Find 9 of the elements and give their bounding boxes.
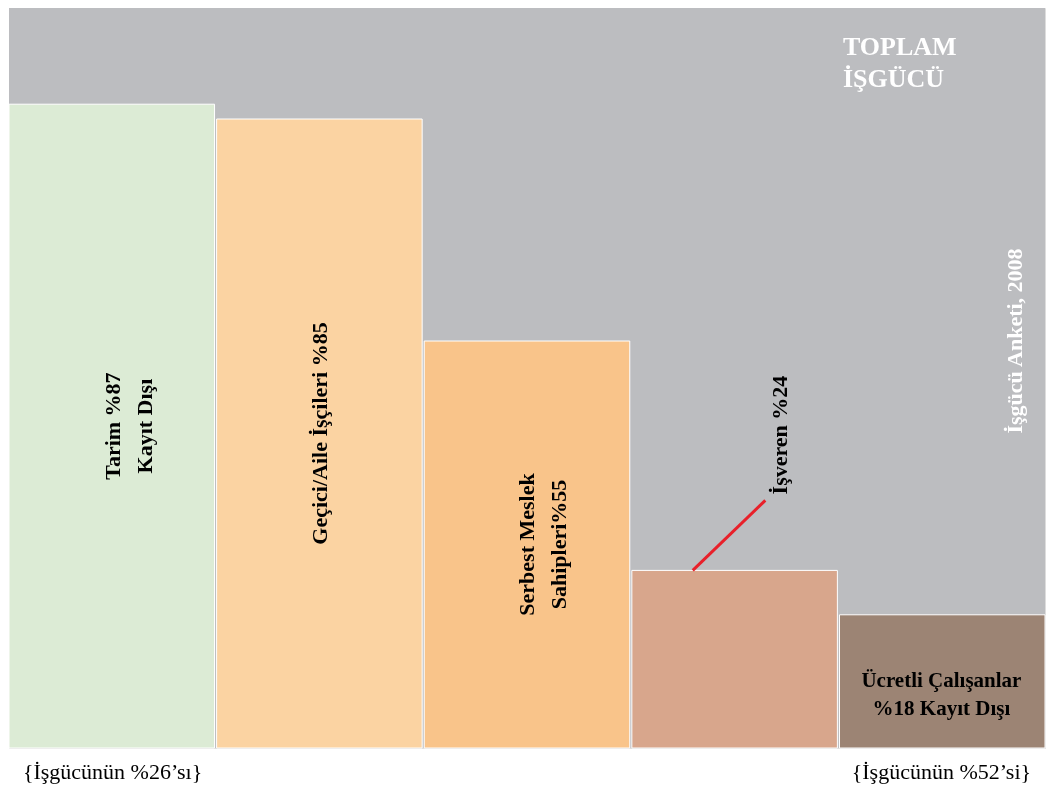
data-label: İşveren %24 (766, 375, 792, 495)
data-label: Geçici/Aile İşçileri %85 (306, 322, 332, 545)
data-label: Serbest Meslek Sahipleri%55 (514, 472, 571, 616)
annotation: İşgücü Anketi, 2008 (1002, 248, 1027, 434)
data-label: Ücretli Çalışanlar %18 Kayıt Dışı (861, 668, 1022, 721)
text: TOPLAM İŞGÜCÜ (842, 32, 957, 93)
data-label: Tarim %87 Kayıt Dışı (99, 372, 157, 480)
text: {İşgücünün %52’si} (851, 759, 1032, 784)
text: {İşgücünün %26’sı} (22, 759, 203, 784)
